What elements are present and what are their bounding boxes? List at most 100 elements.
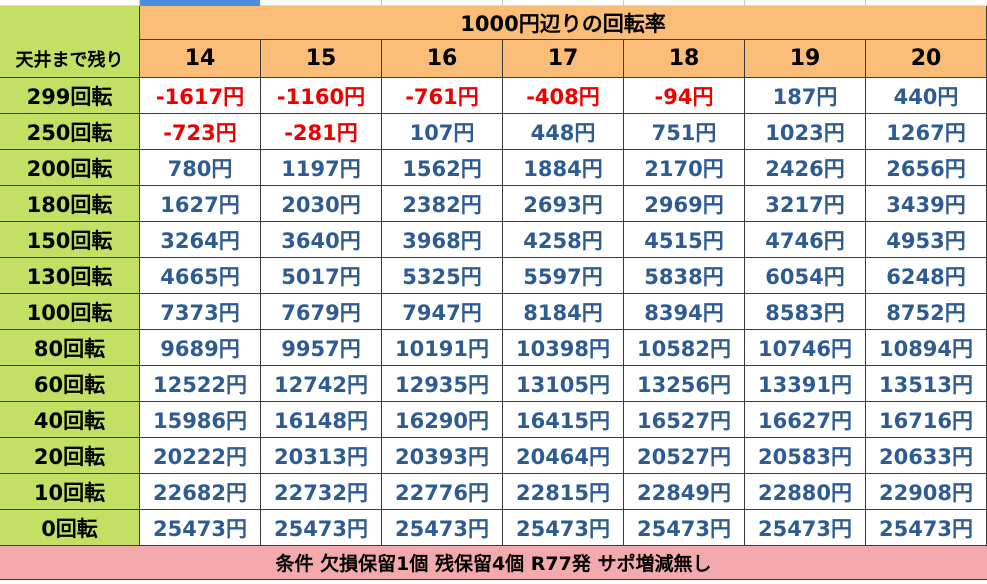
corner-cell[interactable]	[0, 6, 140, 40]
table-cell[interactable]: 4746円	[745, 222, 866, 258]
column-header-strip[interactable]	[0, 0, 987, 6]
table-cell[interactable]: 8752円	[866, 294, 987, 330]
table-cell[interactable]: 448円	[503, 114, 624, 150]
table-cell[interactable]: 3217円	[745, 186, 866, 222]
row-header[interactable]: 150回転	[0, 222, 140, 258]
table-cell[interactable]: 25473円	[624, 510, 745, 546]
table-cell[interactable]: -281円	[261, 114, 382, 150]
table-cell[interactable]: 2170円	[624, 150, 745, 186]
table-cell[interactable]: 3968円	[382, 222, 503, 258]
table-cell[interactable]: 6054円	[745, 258, 866, 294]
table-cell[interactable]: 12742円	[261, 366, 382, 402]
column-header[interactable]: 18	[624, 40, 745, 78]
table-cell[interactable]: 187円	[745, 78, 866, 114]
table-cell[interactable]: 25473円	[503, 510, 624, 546]
row-header[interactable]: 20回転	[0, 438, 140, 474]
row-header[interactable]: 250回転	[0, 114, 140, 150]
table-cell[interactable]: 20393円	[382, 438, 503, 474]
column-header[interactable]: 15	[261, 40, 382, 78]
table-cell[interactable]: 3439円	[866, 186, 987, 222]
table-cell[interactable]: -761円	[382, 78, 503, 114]
table-cell[interactable]: 25473円	[745, 510, 866, 546]
table-cell[interactable]: 2969円	[624, 186, 745, 222]
table-cell[interactable]: 2382円	[382, 186, 503, 222]
table-cell[interactable]: 1627円	[140, 186, 261, 222]
table-cell[interactable]: -1617円	[140, 78, 261, 114]
corner-label[interactable]: 天井まで残り	[0, 40, 140, 78]
row-header[interactable]: 130回転	[0, 258, 140, 294]
table-cell[interactable]: 1023円	[745, 114, 866, 150]
table-cell[interactable]: 10191円	[382, 330, 503, 366]
table-cell[interactable]: 12522円	[140, 366, 261, 402]
table-cell[interactable]: 22880円	[745, 474, 866, 510]
row-header[interactable]: 0回転	[0, 510, 140, 546]
table-cell[interactable]: 25473円	[382, 510, 503, 546]
column-header[interactable]: 16	[382, 40, 503, 78]
table-cell[interactable]: 10894円	[866, 330, 987, 366]
table-cell[interactable]: 15986円	[140, 402, 261, 438]
table-cell[interactable]: 7679円	[261, 294, 382, 330]
table-cell[interactable]: -1160円	[261, 78, 382, 114]
table-cell[interactable]: 20633円	[866, 438, 987, 474]
table-cell[interactable]: 16148円	[261, 402, 382, 438]
table-cell[interactable]: 8184円	[503, 294, 624, 330]
row-header[interactable]: 80回転	[0, 330, 140, 366]
table-cell[interactable]: 3640円	[261, 222, 382, 258]
table-title[interactable]: 1000円辺りの回転率	[140, 6, 987, 40]
row-header[interactable]: 299回転	[0, 78, 140, 114]
row-header[interactable]: 40回転	[0, 402, 140, 438]
column-header[interactable]: 19	[745, 40, 866, 78]
table-cell[interactable]: 8394円	[624, 294, 745, 330]
column-header[interactable]: 20	[866, 40, 987, 78]
table-cell[interactable]: 20583円	[745, 438, 866, 474]
row-header[interactable]: 60回転	[0, 366, 140, 402]
table-cell[interactable]: 5597円	[503, 258, 624, 294]
table-cell[interactable]: 25473円	[261, 510, 382, 546]
table-cell[interactable]: 13105円	[503, 366, 624, 402]
table-cell[interactable]: 9957円	[261, 330, 382, 366]
table-cell[interactable]: -723円	[140, 114, 261, 150]
column-header[interactable]: 17	[503, 40, 624, 78]
table-cell[interactable]: 13513円	[866, 366, 987, 402]
table-cell[interactable]: 13391円	[745, 366, 866, 402]
table-cell[interactable]: 16527円	[624, 402, 745, 438]
table-cell[interactable]: 16627円	[745, 402, 866, 438]
table-cell[interactable]: 22732円	[261, 474, 382, 510]
table-cell[interactable]: 12935円	[382, 366, 503, 402]
table-cell[interactable]: 7373円	[140, 294, 261, 330]
table-cell[interactable]: 2426円	[745, 150, 866, 186]
table-cell[interactable]: 107円	[382, 114, 503, 150]
table-cell[interactable]: 1562円	[382, 150, 503, 186]
table-cell[interactable]: 16716円	[866, 402, 987, 438]
table-cell[interactable]: 3264円	[140, 222, 261, 258]
conditions-footer[interactable]: 条件 欠損保留1個 残保留4個 R77発 サポ増減無し	[0, 546, 987, 580]
table-cell[interactable]: -94円	[624, 78, 745, 114]
table-cell[interactable]: 5838円	[624, 258, 745, 294]
table-cell[interactable]: 22776円	[382, 474, 503, 510]
table-cell[interactable]: 4258円	[503, 222, 624, 258]
table-cell[interactable]: 440円	[866, 78, 987, 114]
table-cell[interactable]: 20527円	[624, 438, 745, 474]
table-cell[interactable]: 25473円	[140, 510, 261, 546]
table-cell[interactable]: 22815円	[503, 474, 624, 510]
table-cell[interactable]: 780円	[140, 150, 261, 186]
table-cell[interactable]: 20313円	[261, 438, 382, 474]
table-cell[interactable]: 16415円	[503, 402, 624, 438]
table-cell[interactable]: 7947円	[382, 294, 503, 330]
table-cell[interactable]: 4953円	[866, 222, 987, 258]
table-cell[interactable]: 2656円	[866, 150, 987, 186]
column-header[interactable]: 14	[140, 40, 261, 78]
table-cell[interactable]: 13256円	[624, 366, 745, 402]
table-cell[interactable]: 2030円	[261, 186, 382, 222]
table-cell[interactable]: 9689円	[140, 330, 261, 366]
table-cell[interactable]: 22849円	[624, 474, 745, 510]
table-cell[interactable]: 751円	[624, 114, 745, 150]
table-cell[interactable]: 25473円	[866, 510, 987, 546]
table-cell[interactable]: 1267円	[866, 114, 987, 150]
row-header[interactable]: 10回転	[0, 474, 140, 510]
table-cell[interactable]: 22682円	[140, 474, 261, 510]
row-header[interactable]: 200回転	[0, 150, 140, 186]
table-cell[interactable]: 1197円	[261, 150, 382, 186]
table-cell[interactable]: 22908円	[866, 474, 987, 510]
table-cell[interactable]: 4665円	[140, 258, 261, 294]
